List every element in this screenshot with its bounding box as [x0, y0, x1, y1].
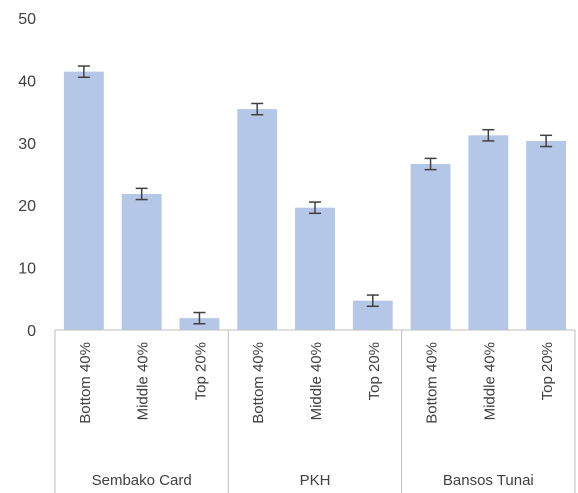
- bar: [410, 164, 451, 330]
- y-tick-label: 10: [18, 261, 36, 278]
- bar: [468, 135, 509, 330]
- category-label: Top 20%: [366, 342, 383, 400]
- bar: [295, 207, 335, 330]
- error-bars: [77, 65, 553, 325]
- category-label: Middle 40%: [308, 342, 325, 420]
- category-label: Top 20%: [192, 342, 209, 400]
- category-label: Middle 40%: [481, 342, 498, 420]
- y-tick-label: 30: [18, 136, 36, 153]
- y-tick-label: 50: [18, 11, 36, 28]
- bar: [526, 140, 567, 330]
- y-tick-label: 0: [27, 323, 36, 340]
- group-label: PKH: [300, 472, 331, 489]
- category-label: Bottom 40%: [424, 342, 441, 424]
- bar: [63, 71, 104, 330]
- group-label: Bansos Tunai: [443, 472, 534, 489]
- bar: [237, 109, 278, 330]
- bar: [121, 193, 162, 330]
- y-tick-label: 40: [18, 73, 36, 90]
- bars: [63, 71, 567, 330]
- y-tick-label: 20: [18, 198, 36, 215]
- category-labels: Bottom 40% Middle 40% Top 20% Bottom 40% Mid…: [77, 342, 556, 424]
- category-label: Middle 40%: [135, 342, 152, 420]
- group-label: Sembako Card: [92, 472, 192, 489]
- group-labels: Sembako Card PKH Bansos Tunai: [92, 472, 534, 489]
- category-label: Top 20%: [539, 342, 556, 400]
- y-axis-tick-labels: 0 10 20 30 40 50: [18, 11, 36, 340]
- x-axis: [54, 329, 576, 493]
- category-label: Bottom 40%: [77, 342, 94, 424]
- category-label: Bottom 40%: [250, 342, 267, 424]
